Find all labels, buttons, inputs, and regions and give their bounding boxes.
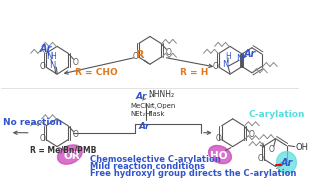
Text: C-arylation: C-arylation bbox=[248, 110, 305, 119]
Text: N: N bbox=[50, 61, 56, 70]
Text: NHNH₂: NHNH₂ bbox=[148, 91, 174, 99]
Text: R: R bbox=[136, 50, 144, 60]
Text: Ar: Ar bbox=[280, 159, 293, 168]
Text: Ar: Ar bbox=[40, 44, 52, 54]
Text: Free hydroxyl group directs the C-arylation: Free hydroxyl group directs the C-arylat… bbox=[90, 169, 296, 178]
Text: flask: flask bbox=[149, 111, 166, 117]
Text: MeCN: MeCN bbox=[131, 103, 151, 109]
Text: N: N bbox=[222, 60, 229, 69]
Text: O: O bbox=[213, 62, 218, 71]
Text: N: N bbox=[236, 54, 242, 63]
Text: Ar: Ar bbox=[244, 49, 256, 59]
Text: O: O bbox=[72, 130, 78, 139]
Text: R = Me/Bn/PMB: R = Me/Bn/PMB bbox=[30, 146, 96, 155]
Text: OR: OR bbox=[63, 151, 80, 160]
Text: rt,Open: rt,Open bbox=[149, 103, 175, 109]
Text: Chemoselective C-arylation: Chemoselective C-arylation bbox=[90, 156, 221, 164]
Text: N: N bbox=[46, 52, 52, 61]
Text: H: H bbox=[51, 52, 56, 61]
Text: O: O bbox=[39, 134, 45, 143]
Text: Ar: Ar bbox=[135, 92, 147, 101]
Text: R = CHO: R = CHO bbox=[75, 68, 118, 77]
Text: H: H bbox=[225, 52, 231, 61]
Text: No reaction: No reaction bbox=[3, 118, 62, 127]
Text: R = H: R = H bbox=[180, 68, 209, 77]
Text: O: O bbox=[72, 58, 78, 67]
Text: O: O bbox=[269, 145, 275, 154]
Text: O: O bbox=[165, 48, 171, 57]
Text: O: O bbox=[39, 62, 45, 71]
Text: O: O bbox=[248, 130, 254, 139]
Ellipse shape bbox=[209, 146, 232, 164]
Text: Mild reaction conditions: Mild reaction conditions bbox=[90, 162, 205, 171]
Circle shape bbox=[277, 152, 297, 174]
Text: Ar: Ar bbox=[139, 122, 150, 131]
Text: O: O bbox=[132, 52, 138, 61]
Text: OH: OH bbox=[296, 143, 309, 152]
Text: HO: HO bbox=[210, 151, 228, 160]
Text: O: O bbox=[215, 134, 221, 143]
Ellipse shape bbox=[57, 145, 82, 164]
Text: O: O bbox=[258, 154, 264, 163]
Text: NEt₂H: NEt₂H bbox=[131, 111, 151, 117]
